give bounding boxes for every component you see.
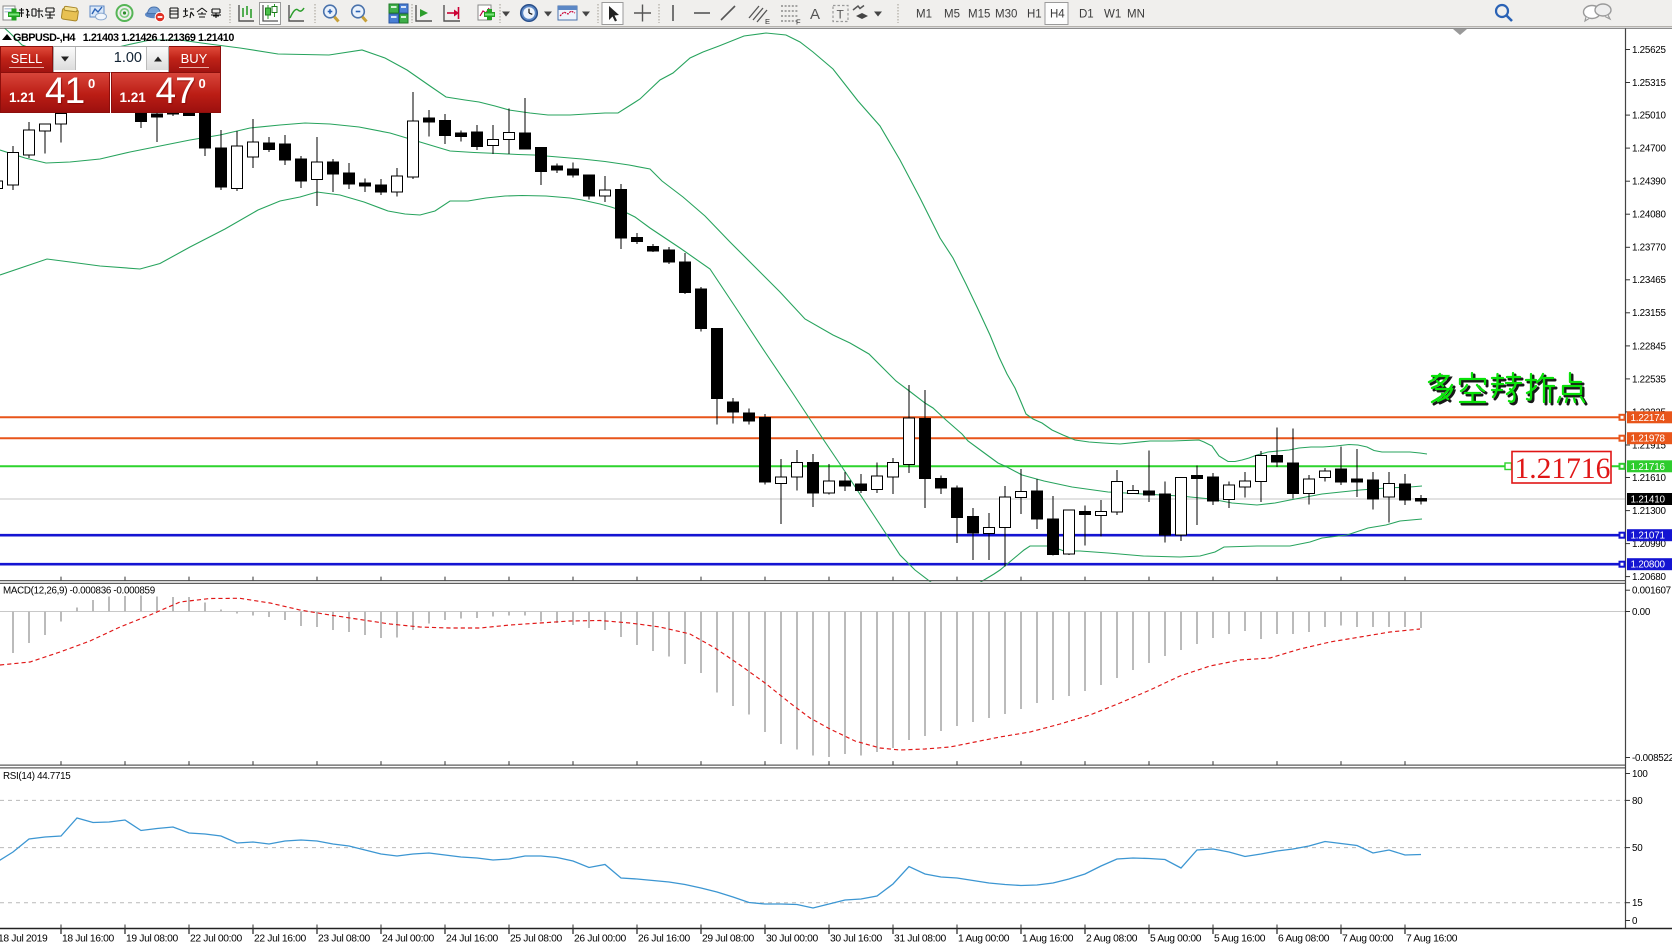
svg-text:MN: MN [1127,9,1145,21]
svg-text:22 Jul 00:00: 22 Jul 00:00 [190,934,243,945]
svg-text:H1: H1 [1027,9,1042,21]
svg-text:F: F [796,18,801,27]
svg-text:1 Aug 00:00: 1 Aug 00:00 [958,934,1010,945]
svg-text:1.20680: 1.20680 [1632,572,1666,583]
svg-text:1.24390: 1.24390 [1632,177,1666,188]
svg-text:7 Aug 16:00: 7 Aug 16:00 [1406,934,1458,945]
svg-text:80: 80 [1632,796,1643,807]
svg-text:-0.008522: -0.008522 [1632,753,1672,764]
svg-text:1.23465: 1.23465 [1632,275,1666,286]
svg-text:1.25625: 1.25625 [1632,45,1666,56]
svg-text:1.23770: 1.23770 [1632,243,1666,254]
svg-text:1.25010: 1.25010 [1632,111,1666,122]
svg-text:M30: M30 [995,9,1017,21]
svg-text:W1: W1 [1104,9,1121,21]
svg-text:1.21071: 1.21071 [1631,531,1666,542]
svg-text:19 Jul 08:00: 19 Jul 08:00 [126,934,179,945]
svg-text:30 Jul 00:00: 30 Jul 00:00 [766,934,819,945]
svg-text:1.22535: 1.22535 [1632,374,1666,385]
svg-text:0: 0 [1632,916,1638,927]
svg-text:M5: M5 [944,9,960,21]
svg-text:RSI(14) 44.7715: RSI(14) 44.7715 [3,771,71,782]
svg-text:18 Jul 2019: 18 Jul 2019 [0,934,48,945]
svg-text:1.20990: 1.20990 [1632,539,1666,550]
svg-text:50: 50 [1632,843,1643,854]
svg-text:1.21915: 1.21915 [1632,440,1666,451]
svg-text:18 Jul 16:00: 18 Jul 16:00 [62,934,115,945]
svg-text:2 Aug 08:00: 2 Aug 08:00 [1086,934,1138,945]
svg-text:23 Jul 08:00: 23 Jul 08:00 [318,934,371,945]
svg-text:22 Jul 16:00: 22 Jul 16:00 [254,934,307,945]
svg-text:26 Jul 16:00: 26 Jul 16:00 [638,934,691,945]
svg-text:1.21410: 1.21410 [1631,495,1666,506]
svg-text:E: E [765,17,770,26]
svg-text:1.21300: 1.21300 [1632,506,1666,517]
svg-text:1 Aug 16:00: 1 Aug 16:00 [1022,934,1074,945]
svg-text:26 Jul 00:00: 26 Jul 00:00 [574,934,627,945]
svg-text:1.20800: 1.20800 [1631,560,1666,571]
svg-text:T: T [837,8,845,22]
svg-text:A: A [810,6,820,23]
svg-text:1.22174: 1.22174 [1631,413,1666,424]
svg-text:1.21610: 1.21610 [1632,473,1666,484]
svg-text:MACD(12,26,9) -0.000836 -0.000: MACD(12,26,9) -0.000836 -0.000859 [3,586,155,597]
svg-text:1.24080: 1.24080 [1632,210,1666,221]
svg-text:15: 15 [1632,898,1643,909]
svg-text:29 Jul 08:00: 29 Jul 08:00 [702,934,755,945]
svg-text:1.25315: 1.25315 [1632,78,1666,89]
svg-text:24 Jul 00:00: 24 Jul 00:00 [382,934,435,945]
svg-text:7 Aug 00:00: 7 Aug 00:00 [1342,934,1394,945]
svg-text:M15: M15 [968,9,990,21]
svg-text:M1: M1 [916,9,932,21]
svg-text:1.23155: 1.23155 [1632,308,1666,319]
svg-text:31 Jul 08:00: 31 Jul 08:00 [894,934,947,945]
svg-text:H4: H4 [1050,9,1065,21]
svg-text:1.21716: 1.21716 [1515,453,1611,485]
svg-text:5 Aug 00:00: 5 Aug 00:00 [1150,934,1202,945]
svg-text:25 Jul 08:00: 25 Jul 08:00 [510,934,563,945]
svg-text:30 Jul 16:00: 30 Jul 16:00 [830,934,883,945]
svg-text:0.00: 0.00 [1632,607,1651,618]
svg-text:6 Aug 08:00: 6 Aug 08:00 [1278,934,1330,945]
svg-text:D1: D1 [1079,9,1094,21]
svg-text:1.21978: 1.21978 [1631,434,1666,445]
svg-text:1.24700: 1.24700 [1632,144,1666,155]
svg-text:1.22845: 1.22845 [1632,341,1666,352]
svg-text:100: 100 [1632,769,1648,780]
svg-text:24 Jul 16:00: 24 Jul 16:00 [446,934,499,945]
svg-text:1.21716: 1.21716 [1631,462,1666,473]
svg-text:5 Aug 16:00: 5 Aug 16:00 [1214,934,1266,945]
svg-text:0.001607: 0.001607 [1632,586,1671,597]
